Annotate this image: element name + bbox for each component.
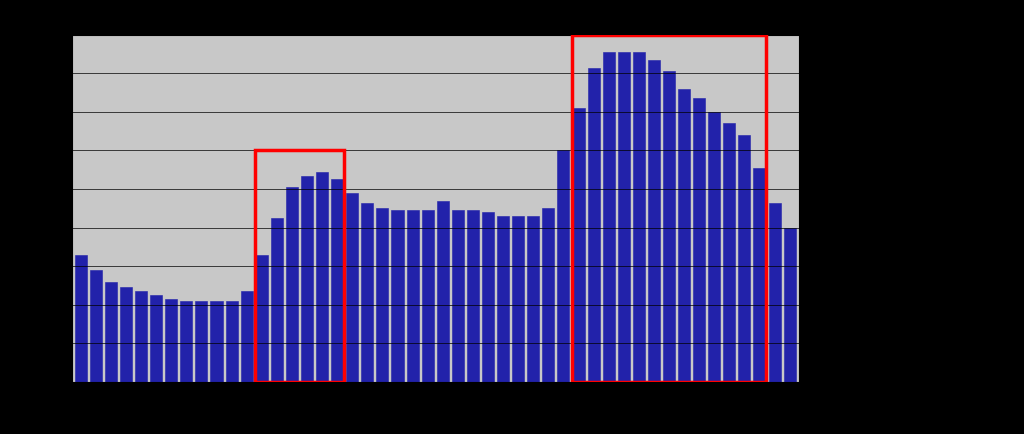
Bar — [497, 216, 509, 382]
Bar — [738, 135, 751, 382]
Bar — [120, 287, 132, 382]
Bar — [196, 301, 208, 382]
Bar — [709, 112, 720, 382]
Bar — [723, 123, 735, 382]
Bar — [467, 210, 479, 382]
Bar — [225, 301, 238, 382]
Bar — [543, 208, 554, 382]
X-axis label: Settlement Period: Settlement Period — [372, 407, 499, 420]
Bar — [151, 295, 162, 382]
Bar — [436, 201, 449, 382]
Bar — [331, 179, 343, 382]
Bar — [617, 52, 630, 382]
Y-axis label: kW: kW — [27, 198, 39, 218]
Bar — [75, 255, 87, 382]
Bar — [572, 108, 585, 382]
Bar — [104, 282, 117, 382]
Bar — [256, 255, 267, 382]
Bar — [678, 89, 690, 382]
Bar — [754, 168, 766, 382]
Bar — [527, 216, 540, 382]
Bar — [603, 52, 614, 382]
Bar — [571, 35, 766, 382]
Bar — [783, 227, 796, 382]
Bar — [648, 60, 659, 382]
Bar — [769, 203, 780, 382]
Bar — [286, 187, 298, 382]
Bar — [377, 208, 388, 382]
Bar — [452, 210, 464, 382]
Bar — [633, 52, 645, 382]
Bar — [301, 175, 313, 382]
Bar — [391, 210, 403, 382]
Bar — [90, 270, 101, 382]
Bar — [270, 218, 283, 382]
Bar — [255, 151, 344, 382]
Bar — [422, 210, 434, 382]
Bar — [557, 151, 569, 382]
Bar — [407, 210, 419, 382]
Bar — [165, 299, 177, 382]
Bar — [588, 68, 600, 382]
Title: Average Domestic, Unrestricted Customer - Daily Profile: Average Domestic, Unrestricted Customer … — [194, 14, 677, 30]
Bar — [180, 301, 193, 382]
Bar — [482, 212, 494, 382]
Bar — [316, 172, 328, 382]
Bar — [346, 193, 358, 382]
Bar — [211, 301, 222, 382]
Bar — [693, 99, 706, 382]
Bar — [512, 216, 524, 382]
Bar — [361, 203, 374, 382]
Bar — [663, 71, 675, 382]
Bar — [241, 291, 253, 382]
Bar — [135, 291, 147, 382]
